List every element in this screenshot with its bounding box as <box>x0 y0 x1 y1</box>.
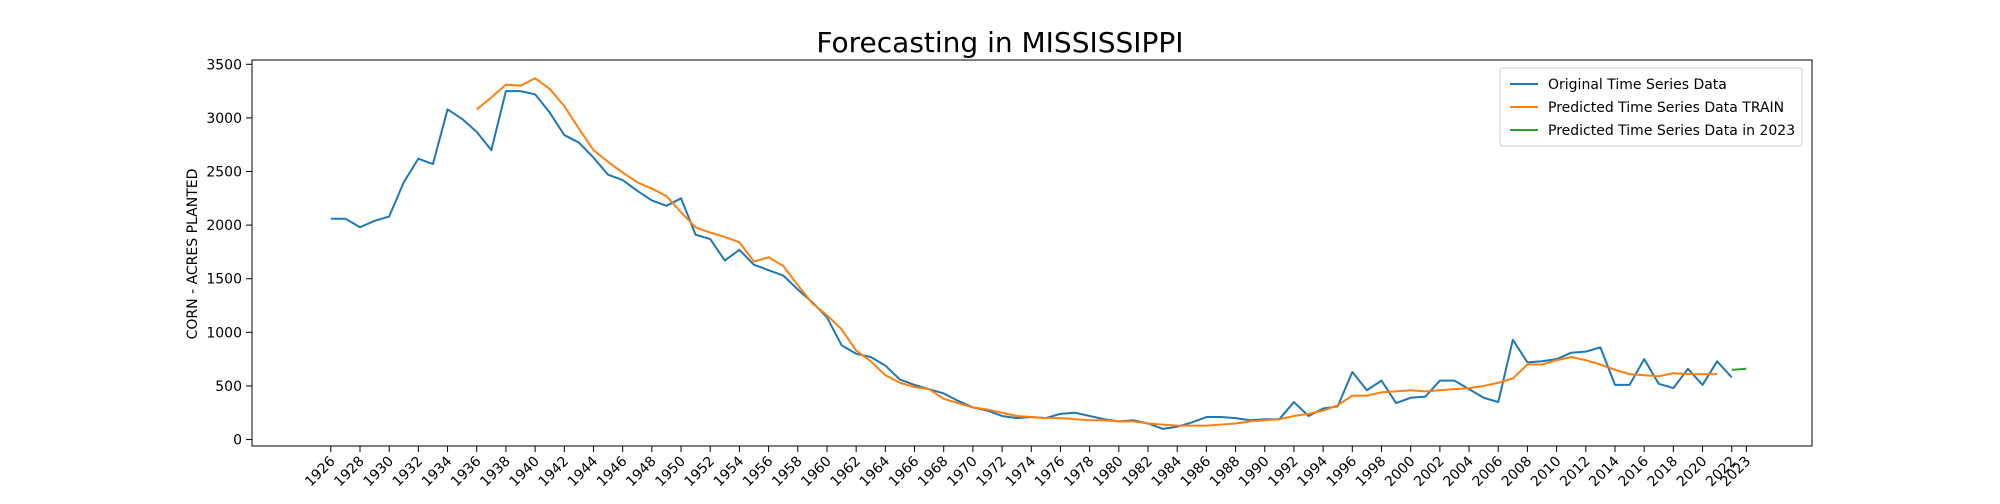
legend-box <box>1499 67 1803 147</box>
x-tick-label: 1950 <box>652 454 689 491</box>
x-tick-label: 1926 <box>302 453 339 490</box>
x-tick-label: 1936 <box>448 453 485 490</box>
x-tick-label: 1972 <box>973 454 1010 491</box>
x-tick-label: 2010 <box>1528 454 1565 491</box>
x-tick-label: 1988 <box>1207 454 1244 491</box>
x-tick-label: 1956 <box>740 453 777 490</box>
x-tick-label: 1976 <box>1032 453 1069 490</box>
x-tick-label: 1940 <box>506 454 543 491</box>
x-tick-label: 1938 <box>477 454 514 491</box>
x-tick-label: 1946 <box>594 453 631 490</box>
x-tick-label: 1984 <box>1149 453 1186 490</box>
x-tick-label: 2004 <box>1440 453 1477 490</box>
x-tick-label: 2018 <box>1645 454 1682 491</box>
x-tick-label: 1996 <box>1324 453 1361 490</box>
y-axis-label: CORN - ACRES PLANTED <box>185 169 201 340</box>
x-tick-label: 2020 <box>1674 454 1711 491</box>
y-tick-label: 500 <box>215 379 242 395</box>
x-tick-label: 1958 <box>769 454 806 491</box>
x-tick-label: 1952 <box>682 454 719 491</box>
x-tick-label: 1986 <box>1178 453 1215 490</box>
x-tick-label: 2000 <box>1382 454 1419 491</box>
y-tick-label: 2000 <box>206 218 242 234</box>
y-tick-label: 3500 <box>206 57 242 73</box>
x-tick-label: 1966 <box>886 453 923 490</box>
legend-original-label: Original Time Series Data <box>1548 77 1727 93</box>
legend-train-label: Predicted Time Series Data TRAIN <box>1548 100 1784 116</box>
plot-area-frame <box>251 59 1813 447</box>
x-tick-label: 1930 <box>360 454 397 491</box>
y-tick-label: 2500 <box>206 165 242 181</box>
x-tick-label: 1970 <box>944 454 981 491</box>
x-tick-label: 1932 <box>390 454 427 491</box>
y-tick-label: 0 <box>233 433 242 449</box>
x-tick-label: 1962 <box>827 454 864 491</box>
x-tick-label: 1978 <box>1061 454 1098 491</box>
x-tick-label: 1942 <box>536 454 573 491</box>
y-tick-label: 3000 <box>206 111 242 127</box>
x-tick-label: 1994 <box>1294 453 1331 490</box>
x-tick-label: 2008 <box>1499 454 1536 491</box>
x-tick-label: 2006 <box>1470 453 1507 490</box>
legend: Original Time Series Data Predicted Time … <box>1499 67 1803 147</box>
x-tick-label: 2012 <box>1557 454 1594 491</box>
x-tick-label: 1992 <box>1265 454 1302 491</box>
x-tick-label: 2002 <box>1411 454 1448 491</box>
chart-title: Forecasting in MISSISSIPPI <box>816 26 1183 59</box>
x-tick-label: 2014 <box>1586 453 1623 490</box>
x-tick-label: 1960 <box>798 454 835 491</box>
y-tick-label: 1500 <box>206 272 242 288</box>
x-tick-label: 1964 <box>857 453 894 490</box>
x-tick-label: 1980 <box>1090 454 1127 491</box>
x-tick-label: 1968 <box>915 454 952 491</box>
x-tick-label: 2016 <box>1615 453 1652 490</box>
x-tick-label: 1934 <box>419 453 456 490</box>
legend-forecast-label: Predicted Time Series Data in 2023 <box>1548 123 1795 139</box>
x-tick-label: 1990 <box>1236 454 1273 491</box>
series-train-line <box>476 77 1718 427</box>
x-tick-label: 1944 <box>565 453 602 490</box>
y-tick-label: 1000 <box>206 325 242 341</box>
series-lines <box>330 77 1747 430</box>
x-tick-label: 1974 <box>1003 453 1040 490</box>
series-forecast-line <box>1731 367 1747 371</box>
x-tick-label: 1998 <box>1353 454 1390 491</box>
x-tick-label: 1928 <box>331 454 368 491</box>
x-tick-label: 1982 <box>1119 454 1156 491</box>
x-tick-label: 1954 <box>711 453 748 490</box>
x-tick-label: 1948 <box>623 454 660 491</box>
